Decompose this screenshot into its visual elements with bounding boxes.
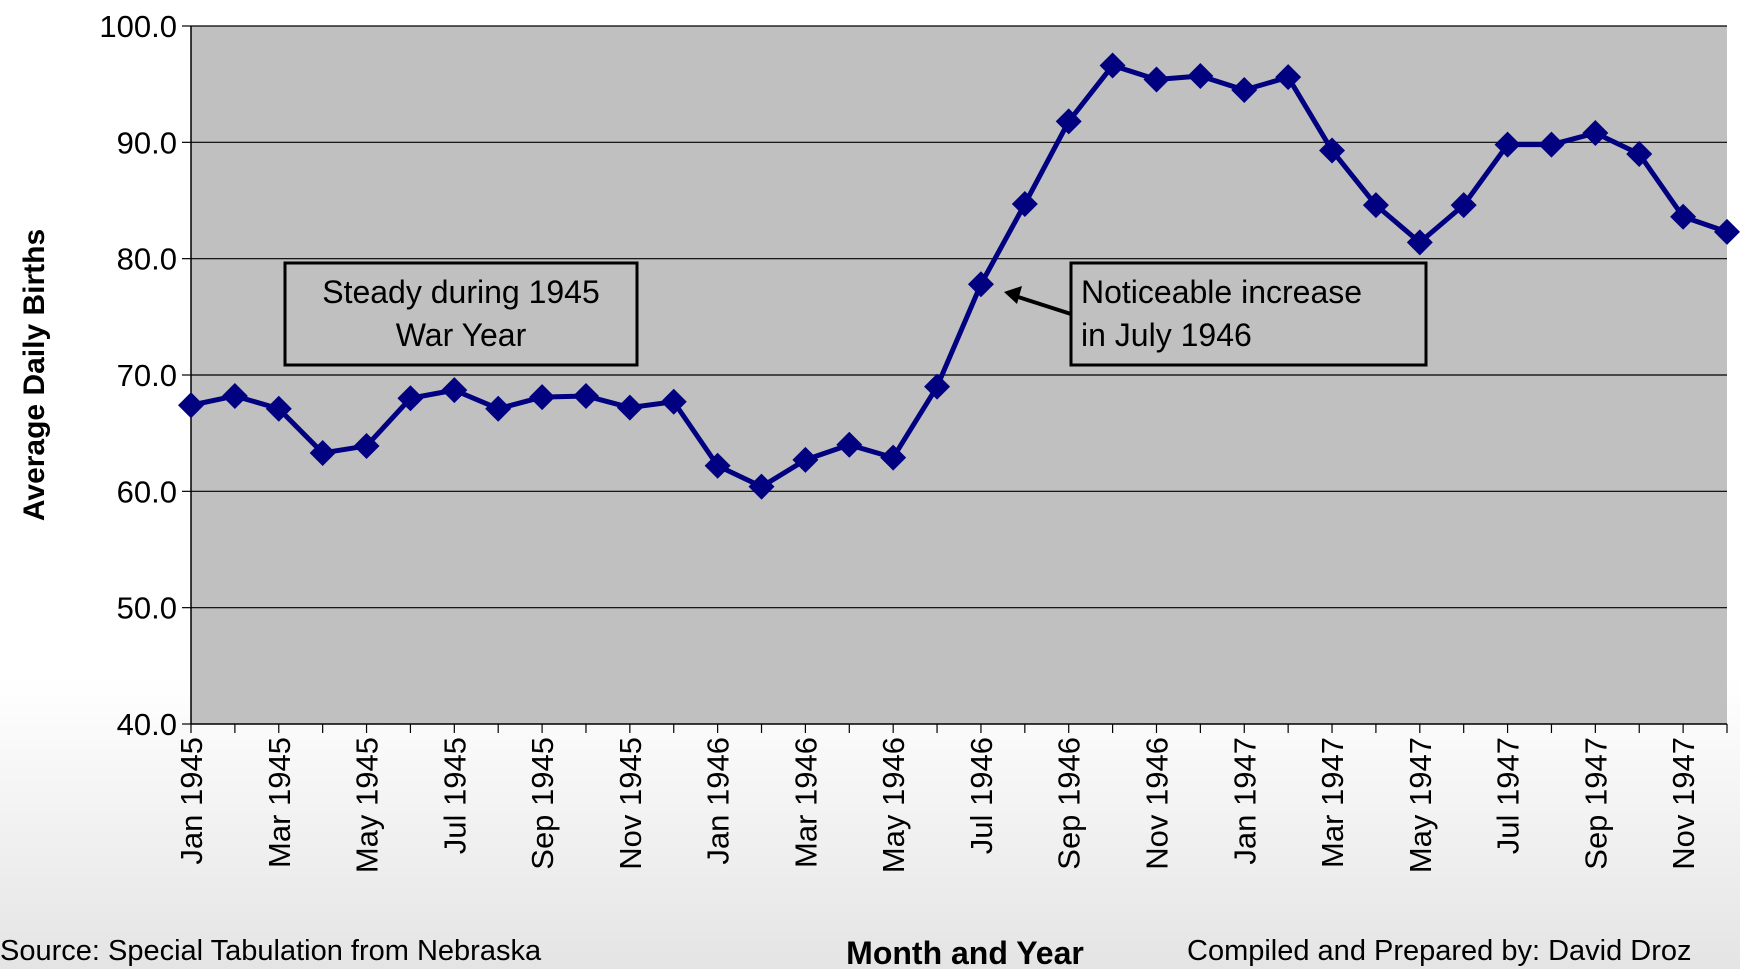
data-point <box>1450 192 1477 219</box>
y-tick-label: 90.0 <box>117 125 177 160</box>
data-point <box>221 382 248 409</box>
data-point <box>748 473 775 500</box>
x-tick-label: Jul 1946 <box>964 737 999 854</box>
source-note: Source: Special Tabulation from Nebraska <box>0 935 542 967</box>
x-tick-label: May 1945 <box>350 737 385 873</box>
y-tick-label: 40.0 <box>117 707 177 742</box>
y-tick-label: 100.0 <box>99 9 177 44</box>
data-point <box>1714 218 1740 245</box>
annotation-text: War Year <box>396 317 527 353</box>
data-point <box>309 439 336 466</box>
data-point <box>1231 76 1258 103</box>
x-tick-label: Mar 1946 <box>788 737 823 868</box>
data-point <box>1582 120 1609 147</box>
data-point <box>1362 192 1389 219</box>
x-tick-label: Mar 1945 <box>262 737 297 868</box>
data-point <box>572 382 599 409</box>
data-point <box>529 384 556 411</box>
data-point <box>353 432 380 459</box>
data-point <box>924 373 951 400</box>
data-point <box>1626 140 1653 167</box>
data-point <box>616 394 643 421</box>
y-tick-label: 60.0 <box>117 474 177 509</box>
data-point <box>836 431 863 458</box>
y-tick-label: 70.0 <box>117 358 177 393</box>
x-axis-title: Month and Year <box>846 935 1084 969</box>
data-point <box>880 444 907 471</box>
credit-note: Compiled and Prepared by: David Droz <box>1187 935 1692 967</box>
data-point <box>1099 52 1126 79</box>
data-point <box>967 271 994 298</box>
data-point <box>265 395 292 422</box>
annotation-box <box>283 261 639 367</box>
annotation-text: Noticeable increase <box>1081 274 1362 310</box>
x-tick-label: Sep 1945 <box>525 737 560 870</box>
data-point <box>1319 137 1346 164</box>
y-axis-title: Average Daily Births <box>18 229 51 521</box>
data-point <box>704 452 731 479</box>
data-point <box>441 377 468 404</box>
data-point <box>1011 190 1038 217</box>
data-point <box>660 388 687 415</box>
data-point <box>1055 108 1082 135</box>
x-tick-label: Sep 1947 <box>1578 737 1613 870</box>
x-tick-label: Sep 1946 <box>1052 737 1087 870</box>
annotation-text: Steady during 1945 <box>322 274 600 310</box>
data-point <box>397 385 424 412</box>
y-tick-label: 50.0 <box>117 591 177 626</box>
x-tick-label: Nov 1946 <box>1139 737 1174 870</box>
annotation-box <box>1069 261 1428 367</box>
y-tick-label: 80.0 <box>117 242 177 277</box>
data-point <box>1143 66 1170 93</box>
x-tick-label: Nov 1947 <box>1666 737 1701 870</box>
data-point <box>1275 64 1302 91</box>
x-tick-label: Mar 1947 <box>1315 737 1350 868</box>
x-tick-label: Jul 1945 <box>437 737 472 854</box>
data-point <box>1187 63 1214 90</box>
x-tick-label: Jan 1945 <box>174 737 209 865</box>
data-point <box>792 446 819 473</box>
x-tick-label: Jan 1946 <box>701 737 736 865</box>
annotation-arrow <box>1014 294 1072 316</box>
data-point <box>1538 131 1565 158</box>
x-tick-label: Nov 1945 <box>613 737 648 870</box>
data-point <box>178 392 204 419</box>
x-tick-label: May 1946 <box>876 737 911 873</box>
data-point <box>1406 229 1433 256</box>
data-point <box>1670 203 1697 230</box>
x-tick-label: Jul 1947 <box>1491 737 1526 854</box>
annotation-text: in July 1946 <box>1081 317 1252 353</box>
annotation-arrowhead <box>1004 286 1022 304</box>
x-tick-label: Jan 1947 <box>1227 737 1262 865</box>
x-tick-label: May 1947 <box>1403 737 1438 873</box>
data-point <box>485 395 512 422</box>
data-point <box>1494 131 1521 158</box>
